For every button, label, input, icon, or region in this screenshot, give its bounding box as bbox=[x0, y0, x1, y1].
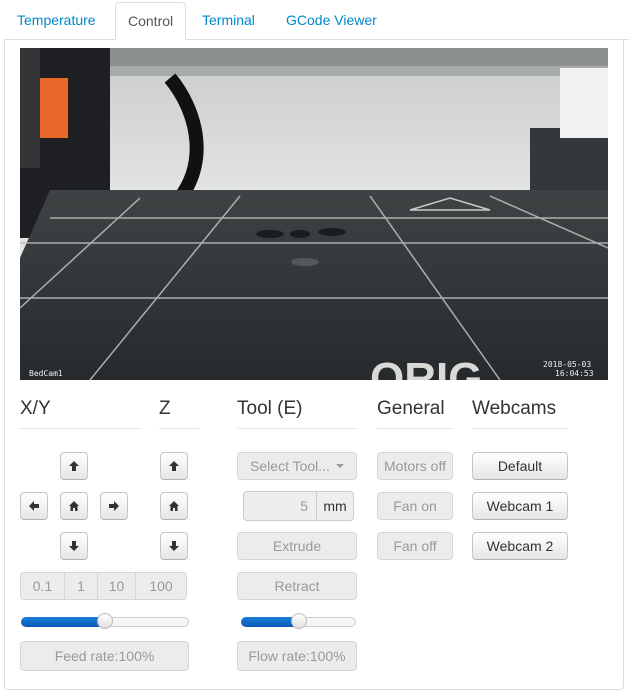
feed-rate-slider[interactable] bbox=[21, 613, 189, 629]
xy-down-button[interactable] bbox=[60, 532, 88, 560]
tab-gcode-viewer[interactable]: GCode Viewer bbox=[286, 12, 377, 28]
z-home-button[interactable] bbox=[160, 492, 188, 520]
step-size-group: 0.1 1 10 100 bbox=[20, 572, 187, 600]
caret-down-icon bbox=[335, 464, 344, 468]
tab-divider bbox=[4, 39, 629, 40]
control-panel bbox=[4, 39, 624, 690]
z-up-button[interactable] bbox=[160, 452, 188, 480]
feed-rate-handle[interactable] bbox=[97, 613, 113, 629]
flow-rate-fill bbox=[241, 617, 299, 627]
home-icon bbox=[69, 501, 79, 511]
step-0.1-button[interactable]: 0.1 bbox=[20, 572, 65, 600]
extrude-unit-label: mm bbox=[317, 491, 354, 521]
webcam-stream: ORIG BedCam1 2018-05-03 16:04:53 bbox=[20, 48, 608, 380]
feed-rate-fill bbox=[21, 617, 105, 627]
arrow-left-icon bbox=[29, 501, 39, 511]
xy-right-button[interactable] bbox=[100, 492, 128, 520]
tab-temperature[interactable]: Temperature bbox=[17, 12, 96, 28]
extrude-amount-group: 5 mm bbox=[243, 491, 354, 521]
home-icon bbox=[169, 501, 179, 511]
z-heading: Z bbox=[159, 398, 199, 429]
xy-heading: X/Y bbox=[20, 398, 140, 429]
general-heading: General bbox=[377, 398, 453, 429]
tab-bar: Temperature Control Terminal GCode Viewe… bbox=[0, 0, 629, 40]
arrow-up-icon bbox=[69, 461, 79, 471]
webcam-camera-label: BedCam1 bbox=[29, 369, 63, 378]
webcam-time-label: 16:04:53 bbox=[555, 369, 594, 378]
extrude-amount-input[interactable]: 5 bbox=[243, 491, 317, 521]
motors-off-button[interactable]: Motors off bbox=[377, 452, 453, 480]
webcam-date-label: 2018-05-03 bbox=[543, 360, 592, 369]
flow-rate-slider[interactable] bbox=[241, 613, 356, 629]
tab-control[interactable]: Control bbox=[115, 2, 187, 40]
flow-rate-handle[interactable] bbox=[290, 613, 307, 629]
xy-up-button[interactable] bbox=[60, 452, 88, 480]
z-down-button[interactable] bbox=[160, 532, 188, 560]
webcams-heading: Webcams bbox=[472, 398, 568, 429]
arrow-up-icon bbox=[169, 461, 179, 471]
xy-left-button[interactable] bbox=[20, 492, 48, 520]
flow-rate-button[interactable]: Flow rate:100% bbox=[237, 641, 357, 671]
feed-rate-button[interactable]: Feed rate:100% bbox=[20, 641, 189, 671]
step-10-button[interactable]: 10 bbox=[97, 572, 136, 600]
webcam-default-button[interactable]: Default bbox=[472, 452, 568, 480]
fan-off-button[interactable]: Fan off bbox=[377, 532, 453, 560]
arrow-right-icon bbox=[109, 501, 119, 511]
select-tool-label: Select Tool... bbox=[250, 458, 330, 474]
svg-text:ORIG: ORIG bbox=[370, 354, 482, 380]
xy-home-button[interactable] bbox=[60, 492, 88, 520]
arrow-down-icon bbox=[69, 541, 79, 551]
webcam-1-button[interactable]: Webcam 1 bbox=[472, 492, 568, 520]
step-1-button[interactable]: 1 bbox=[64, 572, 98, 600]
webcam-2-button[interactable]: Webcam 2 bbox=[472, 532, 568, 560]
select-tool-dropdown[interactable]: Select Tool... bbox=[237, 452, 357, 480]
arrow-down-icon bbox=[169, 541, 179, 551]
fan-on-button[interactable]: Fan on bbox=[377, 492, 453, 520]
tool-heading: Tool (E) bbox=[237, 398, 357, 429]
webcam-image: ORIG bbox=[20, 48, 608, 380]
extrude-button[interactable]: Extrude bbox=[237, 532, 357, 560]
retract-button[interactable]: Retract bbox=[237, 572, 357, 600]
step-100-button[interactable]: 100 bbox=[135, 572, 187, 600]
tab-terminal[interactable]: Terminal bbox=[202, 12, 255, 28]
